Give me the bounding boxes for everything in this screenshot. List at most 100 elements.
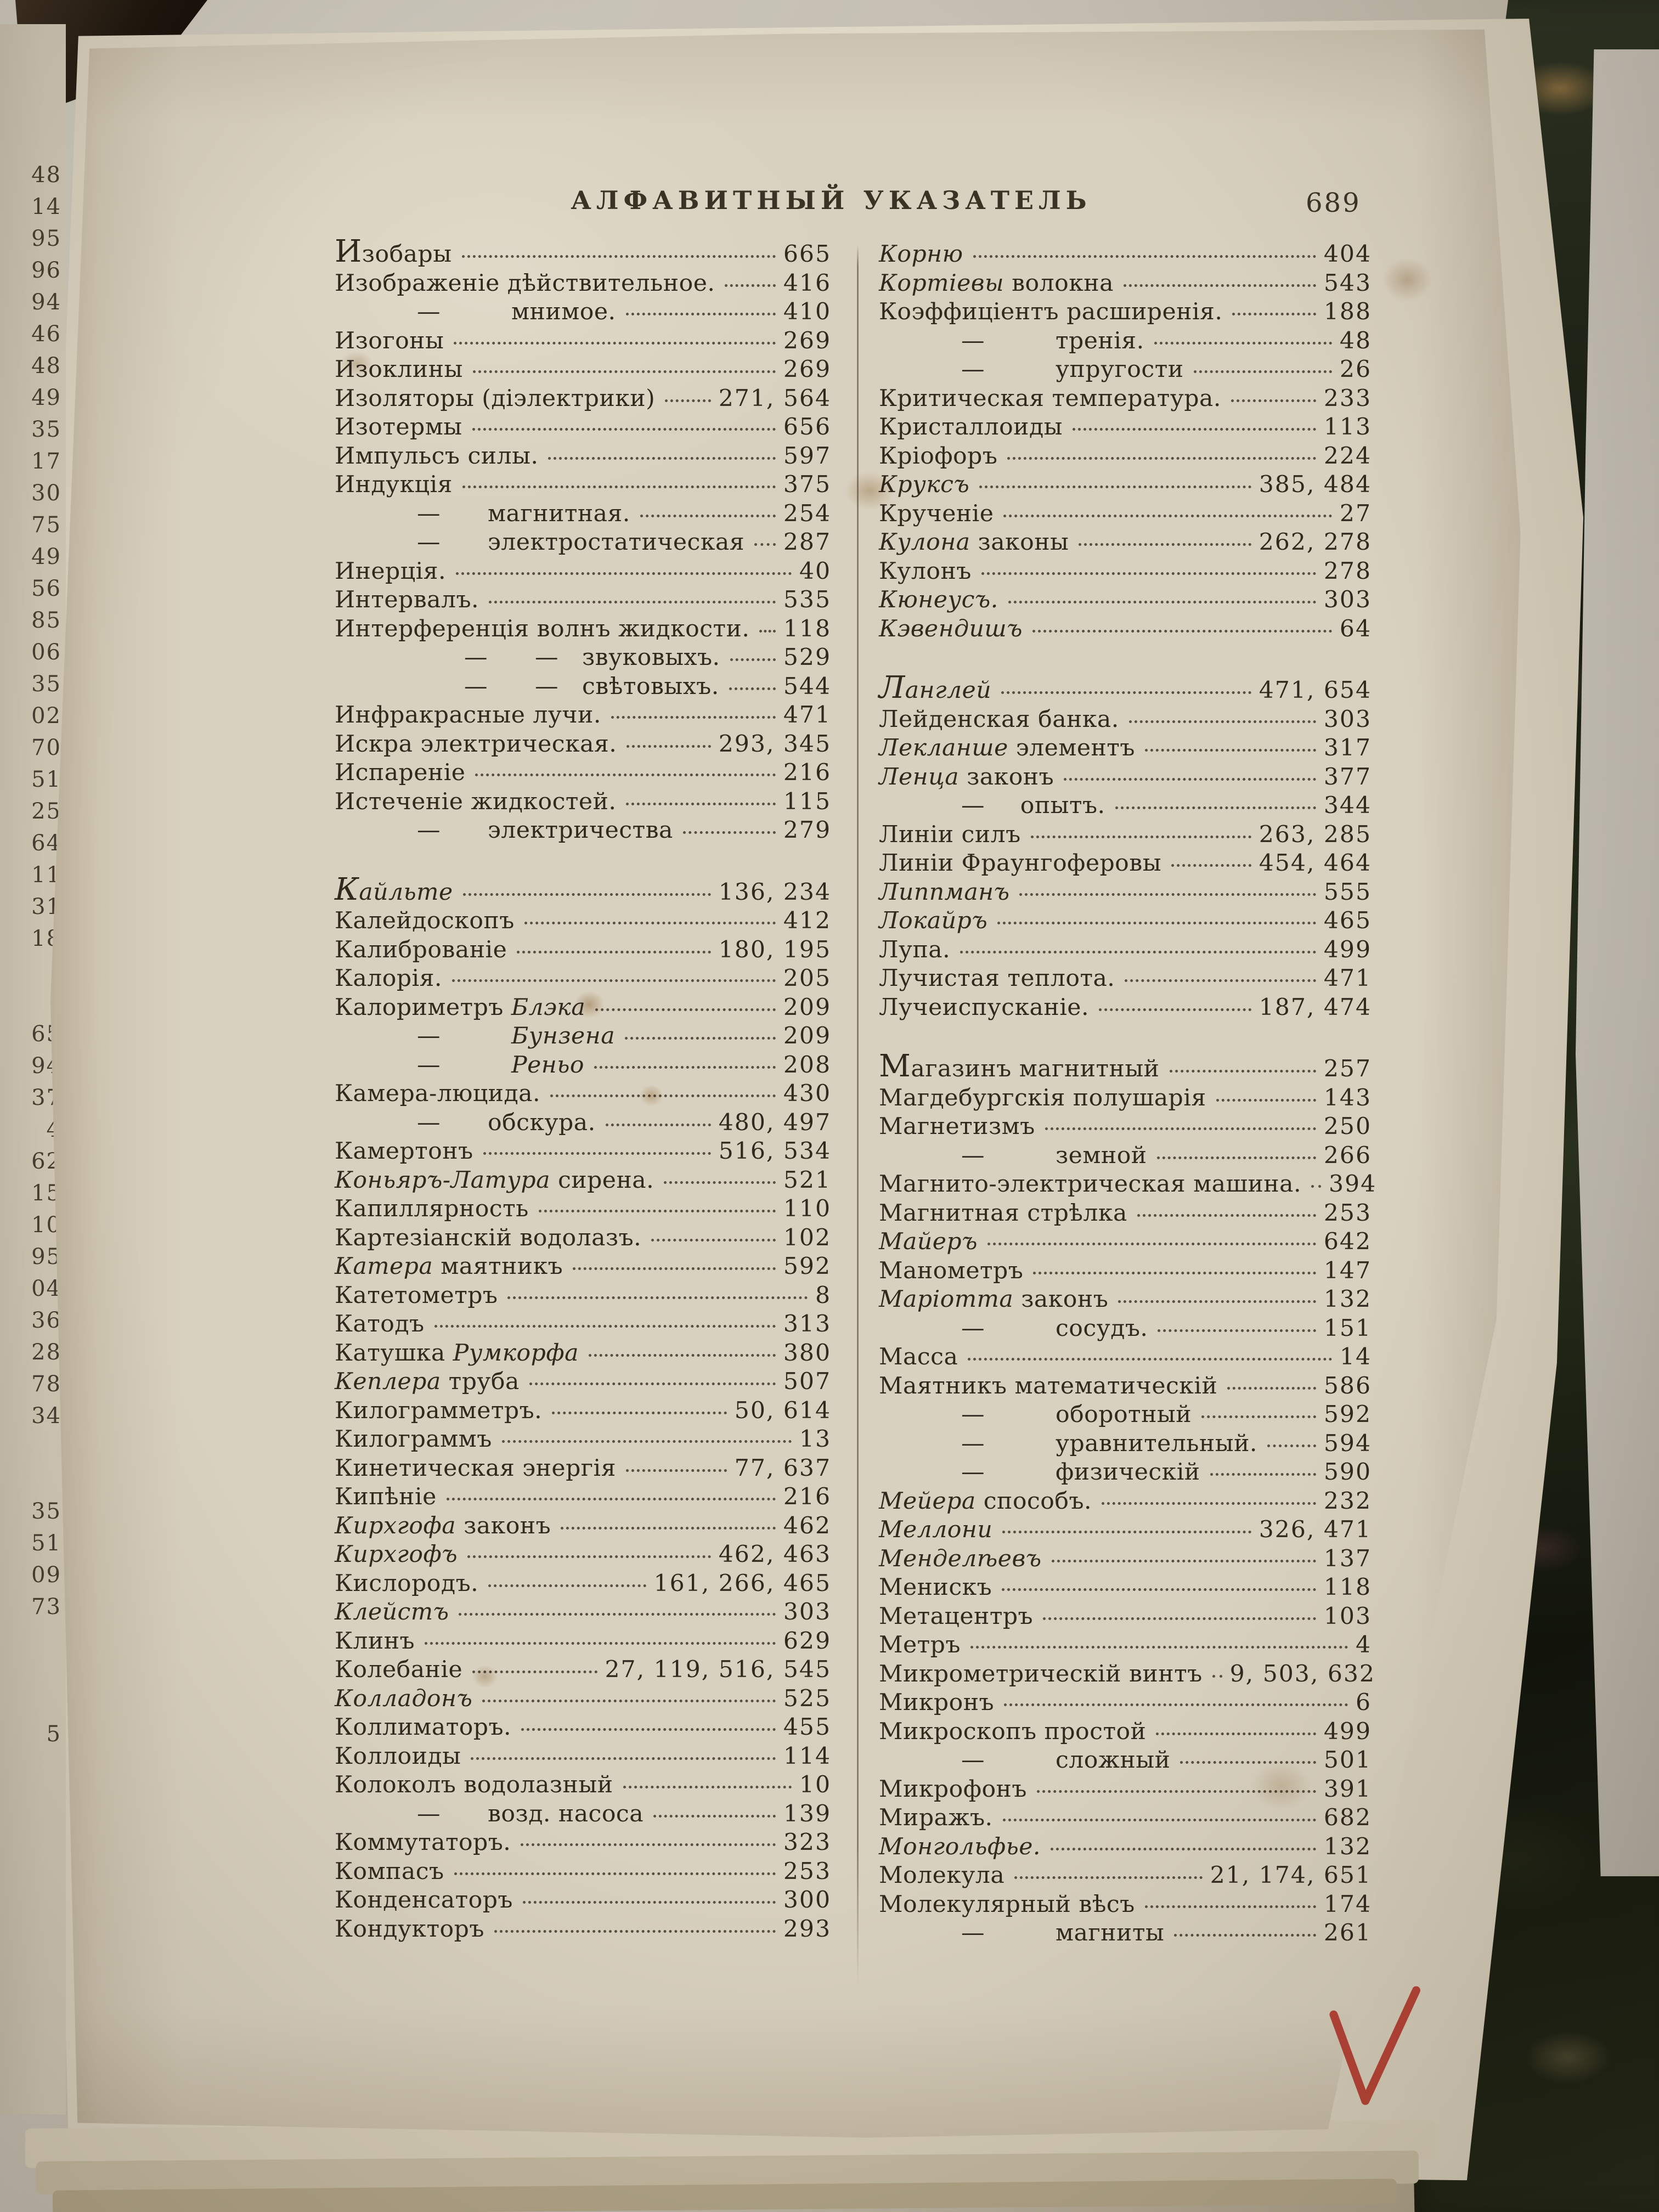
entry-label: Интерференція волнъ жидкости. xyxy=(335,615,750,642)
entry-label: Камертонъ xyxy=(335,1138,473,1165)
dot-leader xyxy=(1032,629,1332,633)
dot-leader xyxy=(1231,399,1316,402)
dot-leader xyxy=(434,1325,776,1328)
dot-leader xyxy=(987,1243,1316,1245)
index-entry: Микрометрическій винтъ 9, 503, 632 xyxy=(879,1660,1374,1689)
index-entry: Инерція. 40 xyxy=(335,557,831,586)
dot-leader xyxy=(1144,749,1316,752)
entry-label: — опытъ. xyxy=(961,792,1105,819)
entry-pages: 143 xyxy=(1323,1084,1372,1111)
entry-label: Картезіанскій водолазъ. xyxy=(335,1224,642,1251)
index-entry: Изогоны 269 xyxy=(335,327,831,356)
dot-leader xyxy=(1045,1127,1316,1130)
entry-label: Коэффиціентъ расширенія. xyxy=(879,298,1223,325)
entry-pages: 216 xyxy=(783,759,831,786)
index-entry: Критическая температура. 233 xyxy=(879,385,1372,414)
entry-label: — электростатическая xyxy=(417,529,745,556)
index-entry: Мейера способъ. 232 xyxy=(879,1487,1372,1516)
entry-pages: 665 xyxy=(783,241,831,268)
entry-label: Крученіе xyxy=(879,500,994,527)
entry-label: Калориметръ Блэка xyxy=(335,994,586,1021)
entry-label: Маятникъ математическій xyxy=(879,1372,1218,1400)
entry-label: — оборотный xyxy=(961,1401,1192,1428)
entry-pages: 188 xyxy=(1323,298,1372,325)
index-entry: Коллоиды 114 xyxy=(335,1742,831,1771)
dot-leader xyxy=(1144,1905,1316,1908)
entry-pages: 516, 534 xyxy=(718,1138,831,1165)
entry-label: Клинъ xyxy=(335,1627,415,1655)
entry-label: Магнитная стрѣлка xyxy=(879,1199,1127,1227)
index-entry: Интервалъ. 535 xyxy=(335,586,831,615)
index-entry: Микрофонъ 391 xyxy=(879,1775,1372,1804)
entry-label: — физическій xyxy=(961,1459,1200,1486)
entry-label: Кипѣніе xyxy=(335,1483,437,1510)
entry-pages: 27, 119, 516, 545 xyxy=(605,1656,831,1683)
section-gap xyxy=(879,1022,1372,1055)
index-entry: Кипѣніе 216 xyxy=(335,1483,831,1512)
entry-label: Катушка Румкорфа xyxy=(335,1339,579,1367)
entry-label: Кеплера труба xyxy=(335,1368,520,1395)
index-entry: Калориметръ Блэка 209 xyxy=(335,994,831,1023)
index-entry: Кинетическая энергія 77, 637 xyxy=(335,1454,831,1483)
index-entry: Искра электрическая. 293, 345 xyxy=(335,730,831,759)
entry-label: Коллоиды xyxy=(335,1742,461,1770)
facing-page-number xyxy=(0,1623,61,1655)
entry-pages: 137 xyxy=(1323,1545,1372,1572)
dot-leader xyxy=(1036,1790,1316,1793)
entry-label: Конденсаторъ xyxy=(335,1887,513,1914)
entry-label: Интервалъ. xyxy=(335,586,479,613)
dot-leader xyxy=(594,1065,776,1069)
dot-leader xyxy=(1002,1588,1316,1591)
entry-pages: 48 xyxy=(1339,327,1372,354)
entry-label: Масса xyxy=(879,1344,958,1370)
dot-leader xyxy=(472,428,776,431)
index-entry: Калиброваніе 180, 195 xyxy=(335,936,831,965)
index-entry: — электричества 279 xyxy=(335,816,831,845)
entry-pages: 375 xyxy=(783,471,831,498)
entry-pages: 507 xyxy=(783,1368,831,1395)
dot-leader xyxy=(462,893,711,896)
facing-page-number: 18 xyxy=(31,926,61,951)
entry-pages: 323 xyxy=(783,1829,831,1856)
entry-pages: 266 xyxy=(1323,1142,1372,1169)
dot-leader xyxy=(452,979,776,982)
entry-pages: 136, 234 xyxy=(718,878,831,906)
entry-label: Кирхгофъ xyxy=(335,1541,458,1568)
entry-pages: 462, 463 xyxy=(718,1541,831,1568)
facing-page-number: 96 xyxy=(31,258,61,283)
entry-pages: 40 xyxy=(799,557,831,585)
entry-label: Молекулярный вѣсъ xyxy=(879,1891,1135,1918)
entry-label: — — звуковыхъ. xyxy=(464,644,720,671)
entry-pages: 326, 471 xyxy=(1259,1516,1372,1543)
index-entry: Инфракрасные лучи. 471 xyxy=(335,701,831,730)
dot-leader xyxy=(960,950,1316,953)
index-entry: Корню 404 xyxy=(879,240,1372,269)
entry-pages: 543 xyxy=(1323,269,1372,297)
facing-page-number: 73 xyxy=(31,1594,61,1620)
entry-pages: 27 xyxy=(1339,500,1372,527)
dot-leader xyxy=(665,399,711,402)
entry-pages: 232 xyxy=(1323,1487,1372,1515)
dot-leader xyxy=(494,1929,776,1933)
dot-leader xyxy=(461,255,776,258)
dot-leader xyxy=(467,1555,711,1558)
index-entry: Локайръ 465 xyxy=(879,907,1372,936)
index-entry: Кулона законы 262, 278 xyxy=(879,528,1372,557)
entry-pages: 132 xyxy=(1323,1833,1372,1860)
entry-pages: 377 xyxy=(1323,763,1372,791)
dot-leader xyxy=(472,370,776,373)
entry-label: Капиллярность xyxy=(335,1195,529,1222)
index-entry: Линіи силъ 263, 285 xyxy=(879,821,1372,850)
dot-leader xyxy=(725,284,776,287)
column-divider-rule xyxy=(857,245,859,1984)
facing-page-number xyxy=(0,1655,61,1686)
entry-pages: 257 xyxy=(1323,1056,1372,1082)
facing-page-number: 4 xyxy=(0,1114,61,1146)
dot-leader xyxy=(625,1037,776,1040)
entry-pages: 480, 497 xyxy=(718,1109,831,1136)
dot-leader xyxy=(1098,1008,1251,1011)
index-entry: Магнито-электрическая машина. 394 xyxy=(879,1170,1375,1199)
entry-pages: 592 xyxy=(783,1253,831,1280)
index-entry: — — свѣтовыхъ. 544 xyxy=(335,673,831,702)
entry-pages: 629 xyxy=(783,1627,831,1655)
